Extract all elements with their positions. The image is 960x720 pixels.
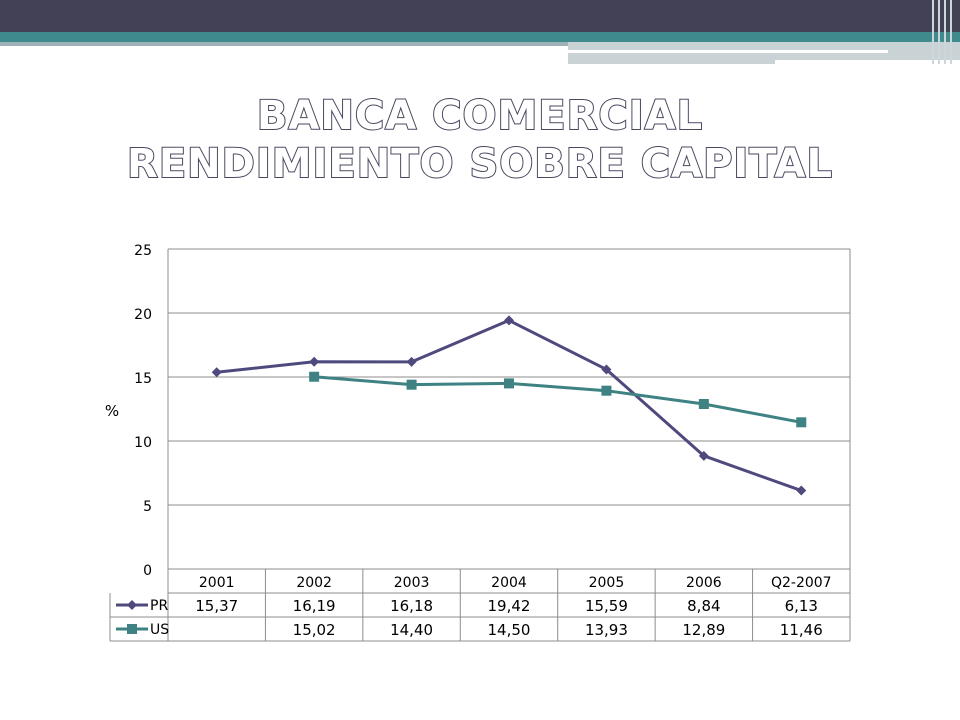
x-tick-label: 2001 <box>199 575 235 591</box>
data-point-pr <box>406 356 417 367</box>
title-line-2: RENDIMIENTO SOBRE CAPITAL <box>126 140 833 188</box>
title-line-1: BANCA COMERCIAL <box>256 92 704 140</box>
data-point-pr <box>211 367 222 378</box>
x-tick-label: 2006 <box>686 575 722 591</box>
data-point-us <box>309 371 320 382</box>
data-point-pr <box>698 450 709 461</box>
y-tick-label: 0 <box>143 563 152 579</box>
table-value: 8,84 <box>687 597 720 615</box>
x-tick-label: 2004 <box>491 575 527 591</box>
decorative-bars <box>928 0 960 64</box>
y-axis-label: % <box>105 402 119 420</box>
x-tick-label: 2003 <box>394 575 430 591</box>
legend-label: PR <box>150 598 168 614</box>
accent-stripe-right <box>568 42 960 64</box>
table-value: 15,37 <box>195 597 238 615</box>
table-value: 13,93 <box>585 621 628 639</box>
legend-key-marker <box>127 624 137 634</box>
accent-stripe-light <box>0 42 568 46</box>
table-value: 14,40 <box>390 621 433 639</box>
data-point-us <box>698 399 709 410</box>
top-banner <box>0 0 960 32</box>
table-value: 6,13 <box>785 597 818 615</box>
series-line-us <box>314 375 802 424</box>
x-tick-label: Q2-2007 <box>771 575 832 591</box>
data-point-pr <box>796 485 807 496</box>
y-tick-label: 15 <box>134 371 152 387</box>
x-tick-label: 2005 <box>589 575 625 591</box>
data-point-pr <box>601 364 612 375</box>
data-point-us <box>406 379 417 390</box>
data-point-us <box>504 378 514 389</box>
table-value: 16,18 <box>390 597 433 615</box>
table-value: 15,02 <box>293 621 336 639</box>
y-tick-label: 20 <box>134 307 152 323</box>
data-point-us <box>796 417 807 428</box>
table-value: 12,89 <box>682 621 725 639</box>
accent-line <box>568 50 888 53</box>
slide-title: BANCA COMERCIAL RENDIMIENTO SOBRE CAPITA… <box>0 92 960 188</box>
y-tick-label: 10 <box>134 435 152 451</box>
accent-stripe <box>0 32 960 42</box>
data-point-us <box>601 385 612 396</box>
x-tick-label: 2002 <box>296 575 332 591</box>
accent-line-short <box>775 60 960 64</box>
table-value: 19,42 <box>488 597 531 615</box>
table-value: 15,59 <box>585 597 628 615</box>
data-point-pr <box>309 356 320 367</box>
y-tick-label: 5 <box>143 499 152 515</box>
table-value: 16,19 <box>293 597 336 615</box>
y-tick-label: 25 <box>134 243 152 259</box>
legend-label: US <box>150 622 169 638</box>
data-point-pr <box>504 315 514 326</box>
table-value: 11,46 <box>780 621 823 639</box>
legend-key-marker <box>127 600 137 610</box>
table-value: 14,50 <box>488 621 531 639</box>
